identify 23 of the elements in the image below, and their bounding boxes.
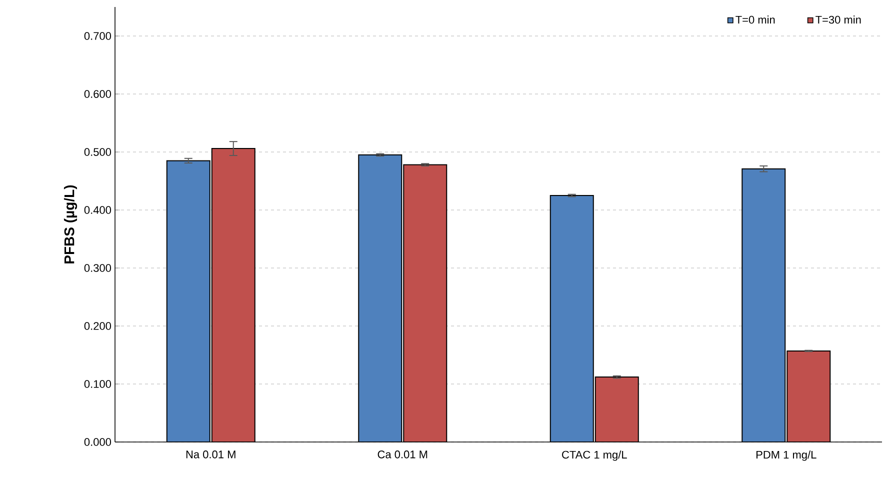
bar <box>786 350 831 442</box>
x-tick-label: Na 0.01 M <box>186 450 236 458</box>
y-tick-label: 0.600 <box>84 90 112 98</box>
bar <box>742 168 786 442</box>
x-tick-label: PDM 1 mg/L <box>756 450 816 461</box>
x-tick-label: CTAC 1 mg/L <box>562 450 627 461</box>
y-tick-label: 0.200 <box>84 322 112 330</box>
bar <box>403 164 448 442</box>
legend-label: T=30 min <box>816 16 861 24</box>
y-tick-label: 0.700 <box>84 32 112 40</box>
bar <box>211 148 256 442</box>
y-axis-title: PFBS (µg/L) <box>64 185 78 264</box>
y-tick-label: 0.100 <box>84 380 112 388</box>
bar <box>594 376 639 442</box>
legend-label: T=0 min <box>736 16 775 24</box>
bar <box>358 154 402 442</box>
y-tick-label: 0.400 <box>84 206 112 214</box>
x-tick-label: Ca 0.01 M <box>378 450 428 458</box>
bar <box>550 195 594 442</box>
y-tick-label: 0.500 <box>84 148 112 156</box>
bar <box>166 160 210 442</box>
y-tick-label: 0.000 <box>84 438 112 446</box>
y-tick-label: 0.300 <box>84 264 112 272</box>
